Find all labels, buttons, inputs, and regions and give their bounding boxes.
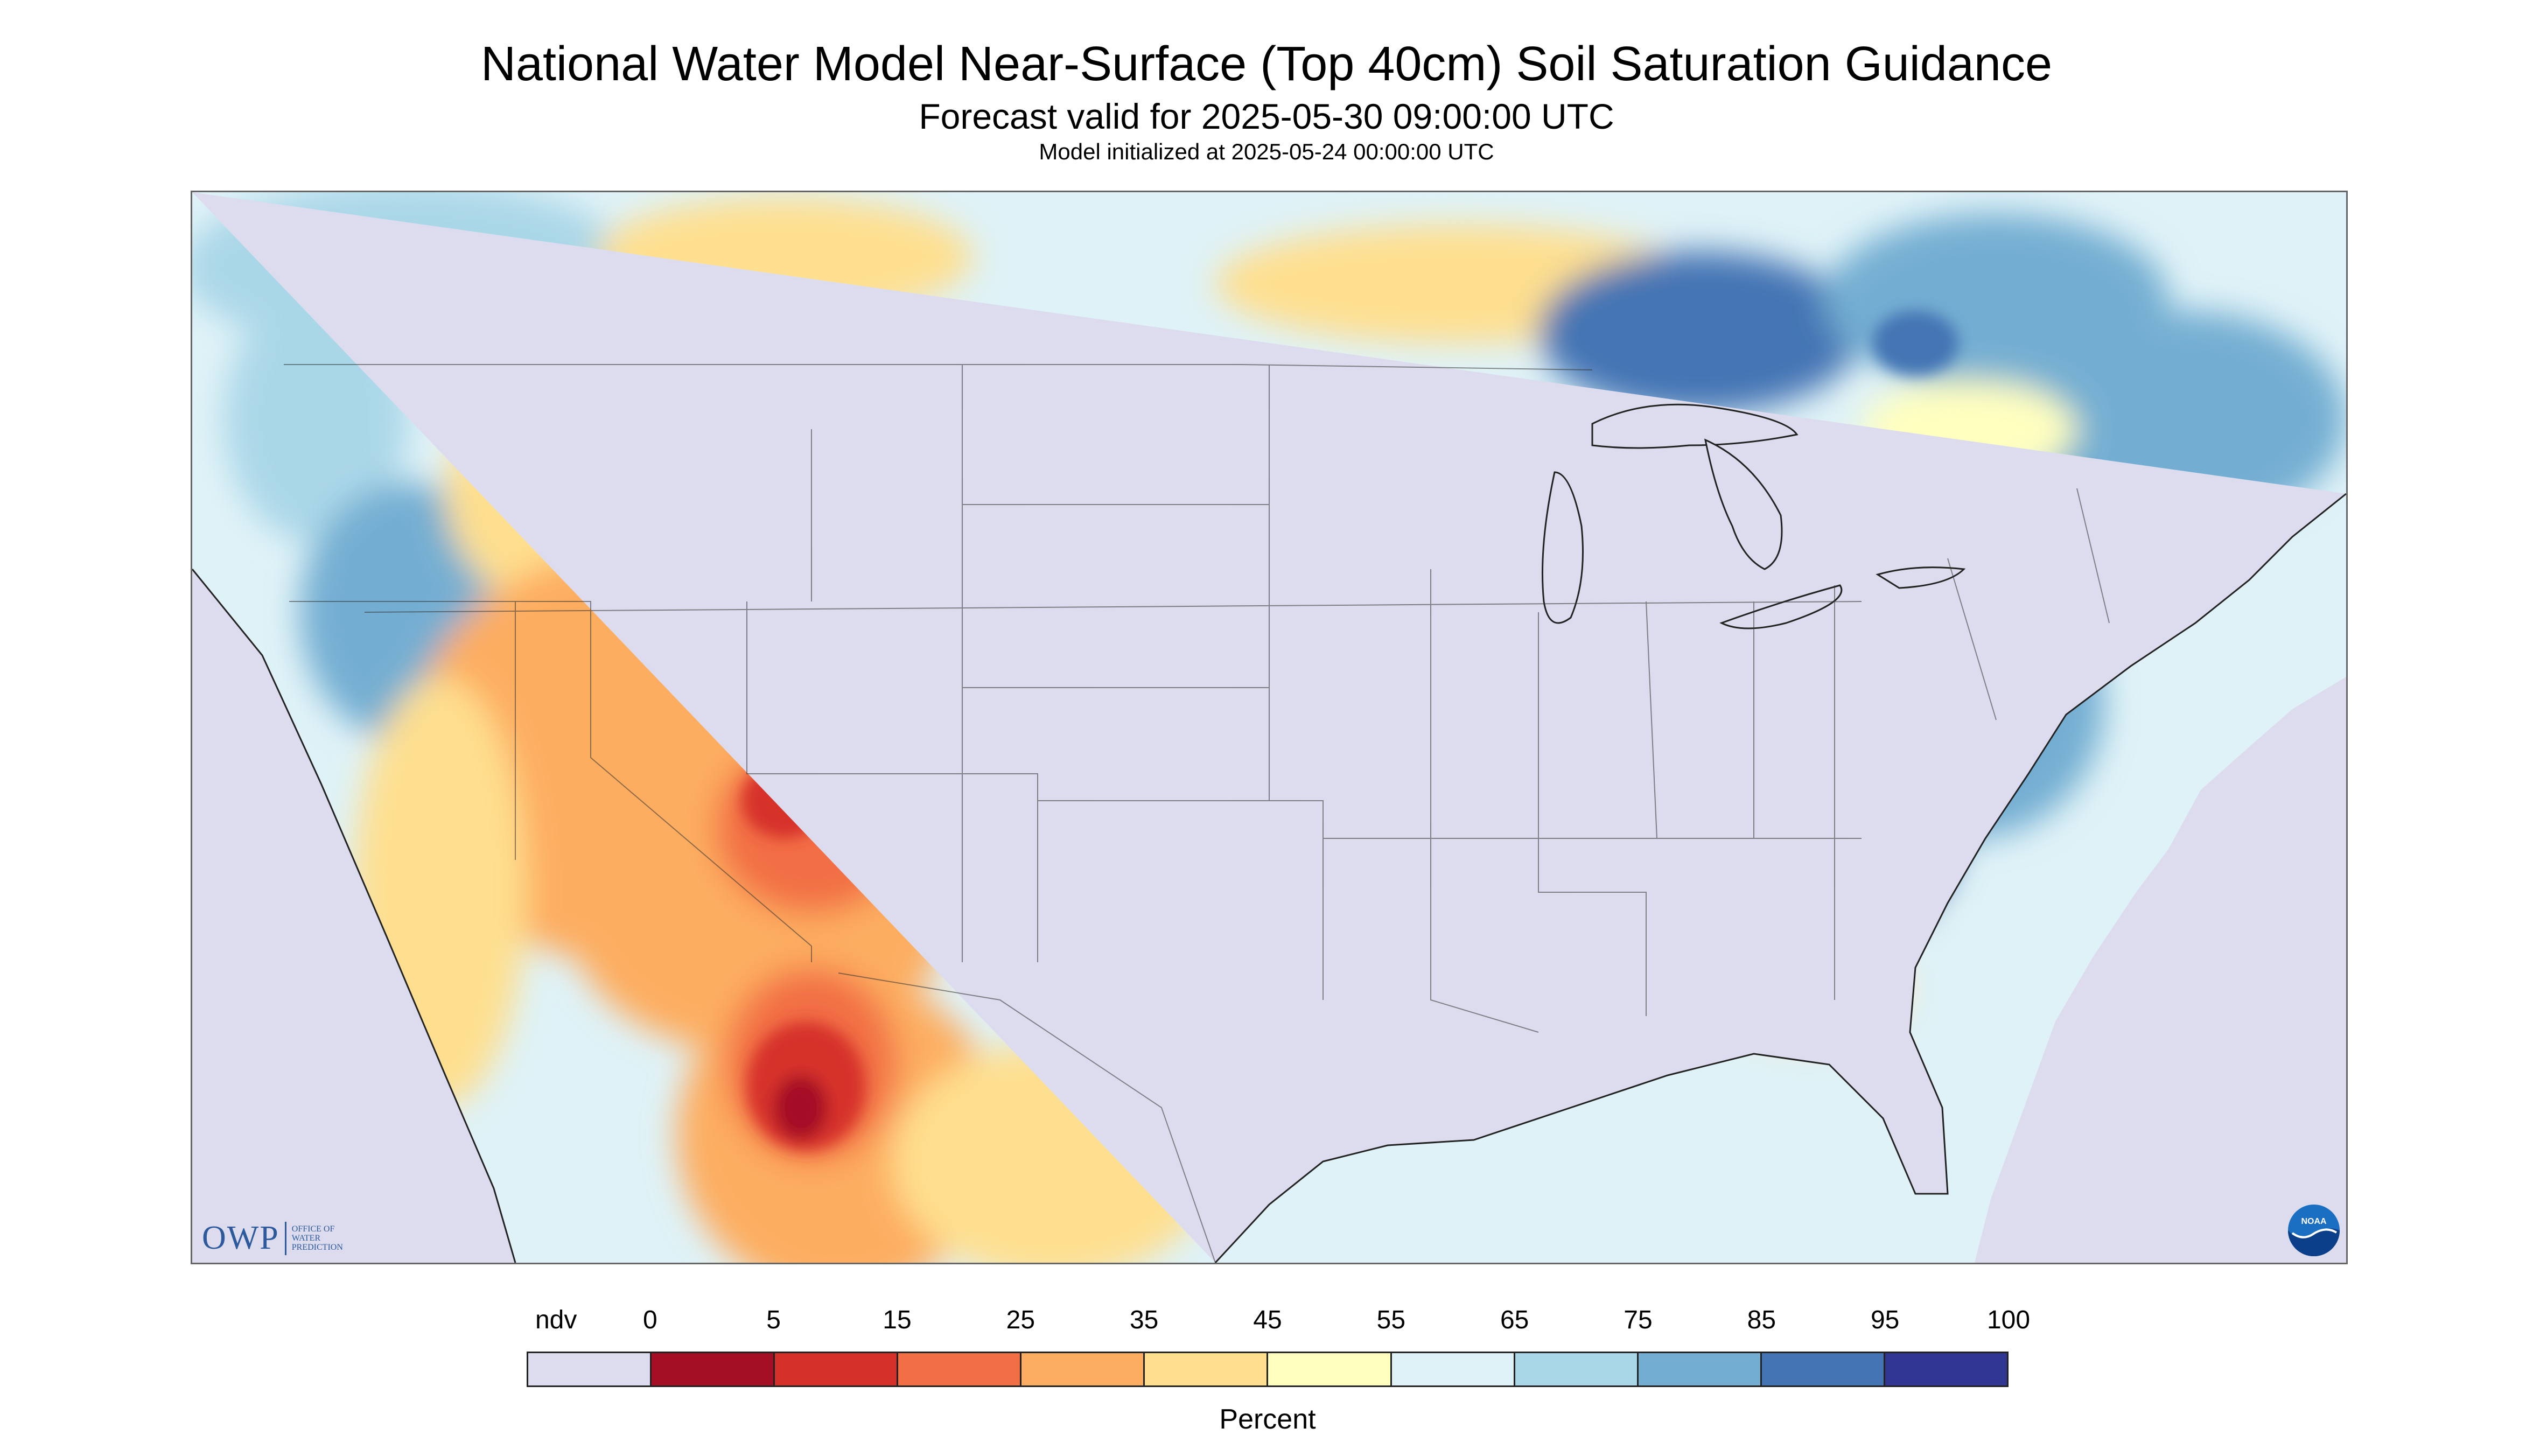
legend-tick-label: 45 [1253, 1306, 1282, 1334]
legend-swatch [1021, 1353, 1145, 1385]
legend-swatch [1268, 1353, 1392, 1385]
legend-swatch [1761, 1353, 1885, 1385]
legend-swatch [1515, 1353, 1639, 1385]
legend-tick-label: 100 [1986, 1306, 2031, 1334]
owp-logo-subtitle: Office of Water Prediction [292, 1224, 343, 1252]
owp-logo-letters: OWP [202, 1220, 279, 1256]
legend-swatch [1391, 1353, 1515, 1385]
legend-swatch [1638, 1353, 1762, 1385]
pacific-coastline [192, 569, 516, 1263]
legend: ndv 0 5 15 25 35 45 55 65 75 85 95 100 Percent [527, 1303, 2030, 1435]
model-init-time: Model initialized at 2025-05-24 00:00:00… [1039, 139, 1494, 164]
owp-logo: OWP Office of Water Prediction [202, 1219, 343, 1257]
legend-tick-label: 65 [1500, 1306, 1529, 1334]
legend-tick-label: 0 [642, 1306, 657, 1334]
owp-logo-line: Prediction [291, 1243, 343, 1252]
legend-tick-label: 55 [1376, 1306, 1406, 1334]
legend-swatch [528, 1353, 652, 1385]
map-title: National Water Model Near-Surface (Top 4… [480, 37, 2052, 91]
gulf-atlantic-coastline [1214, 493, 2346, 1263]
legend-colorbar [527, 1352, 2009, 1387]
legend-tick-label: 5 [766, 1306, 781, 1334]
legend-swatch [1885, 1353, 2007, 1385]
owp-logo-line: Office of [291, 1224, 335, 1234]
soil-saturation-map: OWP Office of Water Prediction NOAA [191, 191, 2348, 1264]
legend-swatch [775, 1353, 899, 1385]
legend-tick-label: 25 [1006, 1306, 1035, 1334]
legend-tick-label: 85 [1747, 1306, 1776, 1334]
map-canvas [192, 192, 2346, 1263]
legend-swatch [652, 1353, 775, 1385]
legend-tick-label: 35 [1129, 1306, 1159, 1334]
legend-swatch [898, 1353, 1022, 1385]
forecast-valid-time: Forecast valid for 2025-05-30 09:00:00 U… [919, 96, 1614, 136]
legend-tick-label: 75 [1624, 1306, 1653, 1334]
owp-logo-divider [284, 1221, 286, 1255]
great-lakes [1542, 403, 1966, 629]
noaa-logo-text: NOAA [2301, 1217, 2327, 1226]
boundary-lines [284, 364, 2110, 1263]
noaa-logo: NOAA [2288, 1205, 2340, 1256]
legend-tick-label: 95 [1870, 1306, 1900, 1334]
legend-swatch [1145, 1353, 1269, 1385]
legend-unit-label: Percent [1219, 1404, 1316, 1435]
legend-tick-label: 15 [883, 1306, 912, 1334]
legend-ndv-label: ndv [535, 1306, 577, 1334]
owp-logo-line: Water [291, 1234, 321, 1243]
